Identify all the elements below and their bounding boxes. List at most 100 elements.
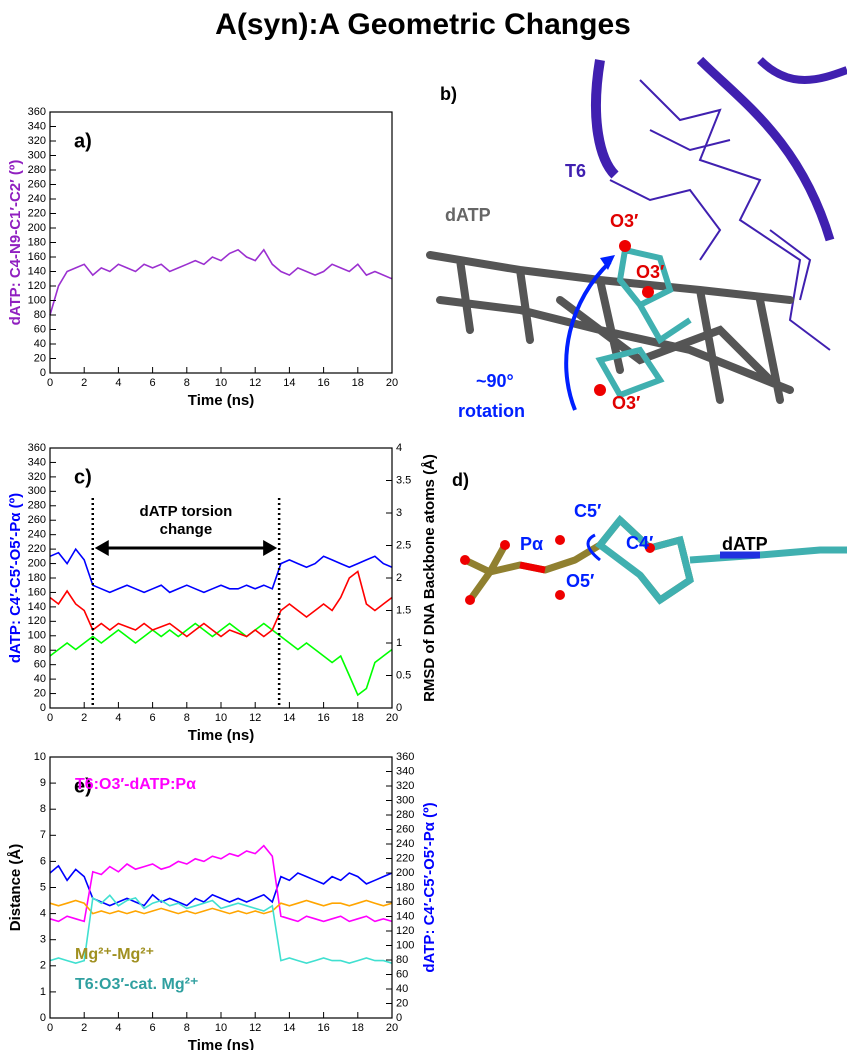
y2-axis-label: RMSD of DNA Backbone atoms (Å) [421, 454, 438, 702]
x-tick-label: 6 [150, 377, 156, 389]
molecule-label: dATP [445, 205, 491, 225]
x-axis-label: Time (ns) [188, 392, 254, 409]
y-tick-label: 2 [40, 960, 46, 972]
x-tick-label: 8 [184, 1022, 190, 1034]
y-tick-label: 100 [28, 294, 46, 306]
y2-tick-label: 140 [396, 910, 414, 922]
x-tick-label: 8 [184, 712, 190, 724]
x-tick-label: 16 [317, 1022, 329, 1034]
y2-tick-label: 40 [396, 983, 408, 995]
x-tick-label: 20 [386, 377, 398, 389]
x-tick-label: 16 [317, 377, 329, 389]
y-tick-label: 6 [40, 855, 46, 867]
x-tick-label: 20 [386, 712, 398, 724]
y2-tick-label: 120 [396, 925, 414, 937]
y2-tick-label: 220 [396, 852, 414, 864]
y2-tick-label: 280 [396, 809, 414, 821]
legend-label: T6:O3′-dATP:Pα [75, 776, 196, 793]
y-tick-label: 9 [40, 777, 46, 789]
molecule-label: dATP [722, 534, 768, 554]
x-tick-label: 14 [283, 712, 295, 724]
y-tick-label: 180 [28, 236, 46, 248]
x-tick-label: 6 [150, 1022, 156, 1034]
y2-tick-label: 100 [396, 939, 414, 951]
y2-tick-label: 160 [396, 896, 414, 908]
x-tick-label: 14 [283, 1022, 295, 1034]
y2-tick-label: 340 [396, 765, 414, 777]
legend-label: Mg²⁺-Mg²⁺ [75, 946, 154, 963]
data-line [49, 899, 393, 915]
panel-label: d) [452, 470, 469, 490]
y-tick-label: 200 [28, 557, 46, 569]
atom-label: C4′ [626, 533, 653, 553]
y-tick-label: 320 [28, 471, 46, 483]
atom-label: C5′ [574, 501, 601, 521]
y-tick-label: 5 [40, 881, 46, 893]
x-tick-label: 10 [215, 1022, 227, 1034]
y-tick-label: 8 [40, 803, 46, 815]
data-line [49, 622, 393, 697]
y-tick-label: 360 [28, 442, 46, 454]
y-tick-label: 80 [34, 309, 46, 321]
y2-tick-label: 1.5 [396, 604, 411, 616]
panel-b-image [426, 56, 847, 411]
y-tick-label: 340 [28, 456, 46, 468]
y-tick-label: 300 [28, 485, 46, 497]
y-tick-label: 60 [34, 323, 46, 335]
y-tick-label: 60 [34, 659, 46, 671]
y-tick-label: 4 [40, 908, 46, 920]
x-tick-label: 18 [352, 712, 364, 724]
y2-tick-label: 240 [396, 838, 414, 850]
y-tick-label: 100 [28, 630, 46, 642]
y-tick-label: 320 [28, 135, 46, 147]
data-line [49, 547, 393, 594]
y-tick-label: 300 [28, 149, 46, 161]
data-line [49, 894, 393, 965]
x-tick-label: 8 [184, 377, 190, 389]
data-line [49, 248, 393, 316]
y-axis-label: dATP: C4′-C5′-O5′-Pα (º) [7, 493, 24, 663]
x-tick-label: 16 [317, 712, 329, 724]
y-tick-label: 240 [28, 529, 46, 541]
x-tick-label: 6 [150, 712, 156, 724]
x-tick-label: 0 [47, 377, 53, 389]
y2-tick-label: 2.5 [396, 539, 411, 551]
atom-label: O3′ [612, 393, 640, 413]
y-tick-label: 140 [28, 601, 46, 613]
y-tick-label: 40 [34, 673, 46, 685]
panel-d-image [460, 514, 847, 605]
y-tick-label: 3 [40, 934, 46, 946]
x-tick-label: 18 [352, 377, 364, 389]
y-tick-label: 200 [28, 222, 46, 234]
y-tick-label: 7 [40, 829, 46, 841]
y-tick-label: 0 [40, 367, 46, 379]
y-tick-label: 220 [28, 543, 46, 555]
y2-tick-label: 360 [396, 751, 414, 763]
y-tick-label: 120 [28, 615, 46, 627]
y-tick-label: 180 [28, 572, 46, 584]
y2-tick-label: 300 [396, 794, 414, 806]
y-tick-label: 240 [28, 193, 46, 205]
y2-tick-label: 3.5 [396, 474, 411, 486]
x-axis-label: Time (ns) [188, 1037, 254, 1050]
y2-axis-label: dATP: C4′-C5′-O5′-Pα (º) [421, 802, 438, 972]
legend-label: T6:O3′-cat. Mg²⁺ [75, 976, 198, 993]
y2-tick-label: 320 [396, 780, 414, 792]
data-line [49, 844, 393, 923]
figure-title: A(syn):A Geometric Changes [215, 8, 631, 41]
y2-tick-label: 2 [396, 572, 402, 584]
x-tick-label: 18 [352, 1022, 364, 1034]
atom-label: O3′ [636, 262, 664, 282]
x-tick-label: 10 [215, 712, 227, 724]
y2-tick-label: 260 [396, 823, 414, 835]
panel-label: c) [74, 466, 92, 488]
y2-tick-label: 60 [396, 968, 408, 980]
data-line [49, 864, 393, 907]
y-tick-label: 1 [40, 986, 46, 998]
y2-tick-label: 3 [396, 507, 402, 519]
y-tick-label: 20 [34, 687, 46, 699]
plot-frame [49, 111, 393, 374]
x-tick-label: 12 [249, 377, 261, 389]
x-tick-label: 4 [115, 377, 121, 389]
